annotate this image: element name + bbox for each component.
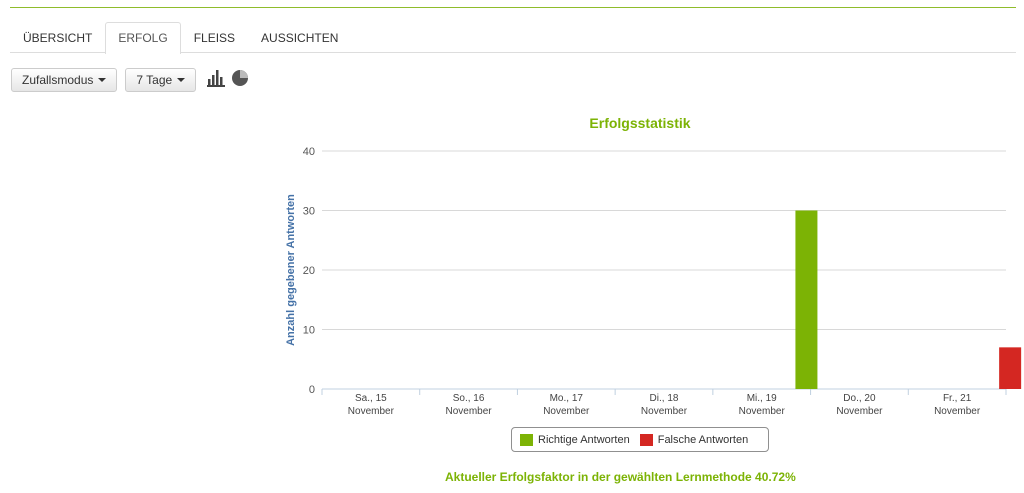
legend-swatch-correct (520, 433, 533, 446)
bar-correct (795, 210, 818, 389)
pie-chart-icon[interactable] (231, 69, 249, 92)
x-tick-label-month: November (543, 406, 590, 417)
x-tick-label-day: Di., 18 (650, 393, 679, 404)
y-tick-label: 10 (303, 325, 315, 337)
bar-wrong (999, 347, 1022, 389)
legend-item-wrong[interactable]: Falsche Antworten (639, 433, 749, 446)
tab-erfolg[interactable]: ERFOLG (105, 22, 181, 54)
toolbar: Zufallsmodus 7 Tage (11, 68, 249, 92)
bar-chart-icon[interactable] (207, 69, 226, 92)
x-tick-label-month: November (446, 406, 493, 417)
legend-label-correct: Richtige Antworten (538, 433, 630, 446)
y-tick-label: 0 (309, 384, 315, 396)
x-tick-label-month: November (641, 406, 688, 417)
x-tick-label-day: Mi., 19 (747, 393, 777, 404)
tab-bar: ÜBERSICHT ERFOLG FLEISS AUSSICHTEN (10, 22, 1016, 54)
legend-item-correct[interactable]: Richtige Antworten (520, 433, 630, 446)
x-tick-label-month: November (934, 406, 981, 417)
x-tick-label-day: Do., 20 (843, 393, 876, 404)
legend-swatch-wrong (639, 433, 653, 446)
mode-dropdown-label: Zufallsmodus (22, 73, 94, 87)
chart-legend: Richtige Antworten Falsche Antworten (511, 427, 769, 452)
tab-aussichten[interactable]: AUSSICHTEN (261, 31, 339, 45)
chevron-down-icon (177, 78, 186, 82)
x-tick-label-day: So., 16 (453, 393, 485, 404)
tab-fleiss[interactable]: FLEISS (193, 31, 236, 45)
success-chart: Erfolgsstatistik Anzahl gegebener Antwort… (285, 115, 1022, 417)
y-tick-label: 40 (303, 146, 315, 158)
x-tick-label-month: November (348, 406, 395, 417)
x-tick-label-day: Mo., 17 (550, 393, 584, 404)
chart-title: Erfolgsstatistik (589, 115, 690, 131)
range-dropdown[interactable]: 7 Tage (125, 68, 197, 92)
range-dropdown-label: 7 Tage (136, 73, 173, 87)
tab-uebersicht[interactable]: ÜBERSICHT (23, 31, 93, 45)
x-tick-label-month: November (739, 406, 786, 417)
top-accent-rule (10, 7, 1016, 8)
success-factor-text: Aktueller Erfolgsfaktor in der gewählten… (445, 470, 796, 484)
chevron-down-icon (98, 78, 107, 82)
x-tick-label-month: November (836, 406, 883, 417)
y-axis-title: Anzahl gegebener Antworten (285, 194, 297, 346)
y-tick-label: 20 (303, 265, 315, 277)
x-tick-label-day: Sa., 15 (355, 393, 387, 404)
x-tick-label-day: Fr., 21 (943, 393, 972, 404)
mode-dropdown[interactable]: Zufallsmodus (11, 68, 118, 92)
legend-label-wrong: Falsche Antworten (657, 433, 749, 446)
y-tick-label: 30 (303, 206, 315, 218)
